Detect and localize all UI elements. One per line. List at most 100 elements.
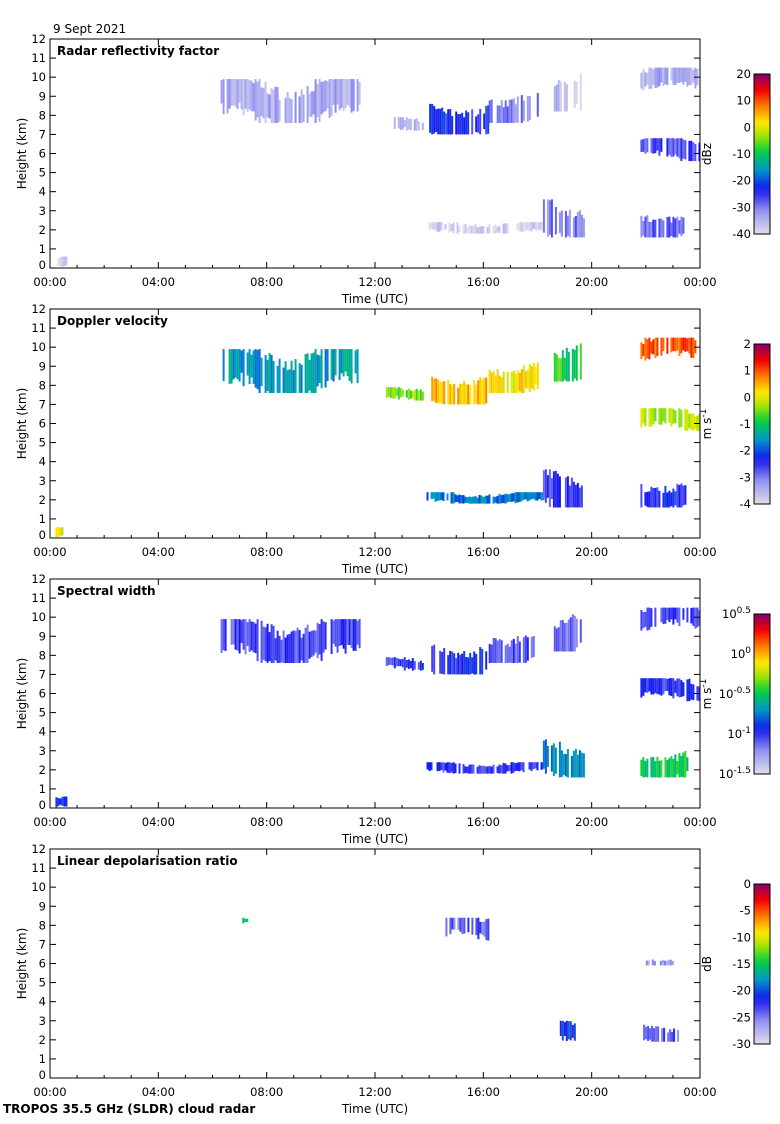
echo-column bbox=[248, 80, 251, 110]
colorbar-unit-exponent: -1 bbox=[699, 409, 709, 418]
echo-column bbox=[354, 350, 357, 374]
echo-column bbox=[266, 359, 269, 391]
echo-column bbox=[656, 67, 659, 88]
echo-column bbox=[236, 79, 239, 109]
echo-column bbox=[657, 1026, 660, 1042]
echo-column bbox=[652, 339, 655, 355]
echo-column bbox=[244, 79, 247, 109]
echo-column bbox=[492, 371, 495, 393]
echo-column bbox=[443, 381, 446, 405]
echo-column bbox=[644, 337, 647, 361]
echo-column bbox=[415, 388, 418, 401]
echo-column bbox=[492, 638, 495, 663]
echo-column bbox=[452, 492, 455, 504]
echo-column bbox=[571, 348, 574, 382]
y-tick-label: 8 bbox=[39, 648, 46, 662]
colorbar-tick-base: -1 bbox=[740, 417, 751, 431]
echo-column bbox=[238, 349, 241, 382]
echo-column bbox=[334, 349, 337, 376]
echo-column bbox=[432, 492, 435, 499]
echo-column bbox=[534, 492, 537, 501]
echo-column bbox=[522, 637, 525, 663]
echo-column bbox=[443, 111, 446, 135]
echo-column bbox=[449, 109, 452, 135]
echo-column bbox=[502, 494, 505, 503]
echo-column bbox=[332, 620, 335, 644]
echo-column bbox=[555, 354, 558, 382]
echo-column bbox=[433, 106, 436, 134]
echo-column bbox=[582, 753, 585, 778]
echo-column bbox=[488, 494, 491, 504]
echo-column bbox=[555, 84, 558, 112]
echo-column bbox=[439, 650, 442, 674]
y-tick-label: 3 bbox=[39, 474, 46, 488]
echo-column bbox=[566, 749, 569, 778]
echo-column bbox=[672, 337, 675, 352]
echo-column bbox=[474, 495, 477, 504]
panel-title: Spectral width bbox=[57, 584, 156, 598]
echo-column bbox=[512, 370, 515, 393]
echo-column bbox=[310, 353, 313, 393]
echo-column bbox=[662, 220, 665, 238]
echo-column bbox=[680, 483, 683, 508]
echo-column bbox=[648, 408, 651, 427]
echo-column bbox=[274, 86, 277, 123]
echo-column bbox=[222, 349, 225, 382]
echo-column bbox=[574, 484, 577, 508]
echo-column bbox=[453, 384, 456, 405]
echo-column bbox=[450, 224, 453, 231]
echo-column bbox=[441, 107, 444, 135]
echo-column bbox=[540, 222, 543, 231]
colorbar-tick-base: -10 bbox=[732, 930, 751, 944]
echo-column bbox=[480, 495, 483, 504]
echo-column bbox=[528, 364, 531, 393]
echo-column bbox=[676, 138, 679, 157]
echo-column bbox=[663, 960, 666, 966]
echo-column bbox=[258, 349, 261, 393]
echo-column bbox=[443, 648, 446, 675]
echo-column bbox=[526, 369, 529, 389]
colorbar-tick-base: 10 bbox=[719, 767, 734, 781]
echo-column bbox=[346, 349, 349, 377]
echo-column bbox=[270, 355, 273, 393]
echo-column bbox=[256, 619, 259, 662]
echo-column bbox=[284, 361, 287, 393]
echo-column bbox=[453, 917, 456, 930]
echo-column bbox=[504, 493, 507, 504]
colorbar-tick-label: -10 bbox=[732, 147, 751, 161]
echo-column bbox=[433, 644, 436, 675]
echo-column bbox=[240, 620, 243, 644]
echo-column bbox=[688, 413, 691, 429]
echo-column bbox=[670, 138, 673, 157]
echo-column bbox=[682, 67, 685, 85]
echo-column bbox=[387, 387, 390, 397]
echo-column bbox=[508, 646, 511, 663]
echo-column bbox=[461, 384, 464, 405]
echo-column bbox=[465, 657, 468, 675]
echo-column bbox=[650, 678, 653, 695]
echo-column bbox=[690, 67, 693, 86]
echo-column bbox=[288, 369, 291, 393]
echo-column bbox=[498, 226, 501, 233]
echo-column bbox=[63, 796, 66, 807]
echo-column bbox=[479, 647, 482, 675]
y-tick-label: 12 bbox=[31, 32, 46, 46]
x-tick-label: 04:00 bbox=[142, 815, 175, 829]
echo-column bbox=[320, 81, 323, 115]
echo-column bbox=[546, 746, 549, 767]
echo-column bbox=[450, 762, 453, 773]
echo-column bbox=[646, 215, 649, 238]
x-tick-label: 08:00 bbox=[250, 545, 283, 559]
echo-column bbox=[232, 349, 235, 380]
y-tick-label: 9 bbox=[39, 359, 46, 373]
echo-column bbox=[573, 349, 576, 379]
echo-column bbox=[468, 764, 471, 774]
echo-region bbox=[640, 607, 701, 631]
echo-column bbox=[298, 630, 301, 663]
colorbar-tick-label: 100.5 bbox=[722, 606, 751, 621]
echo-column bbox=[421, 122, 424, 131]
colorbar-tick-label: -20 bbox=[732, 174, 751, 188]
echo-column bbox=[485, 919, 488, 941]
echo-column bbox=[567, 351, 570, 382]
